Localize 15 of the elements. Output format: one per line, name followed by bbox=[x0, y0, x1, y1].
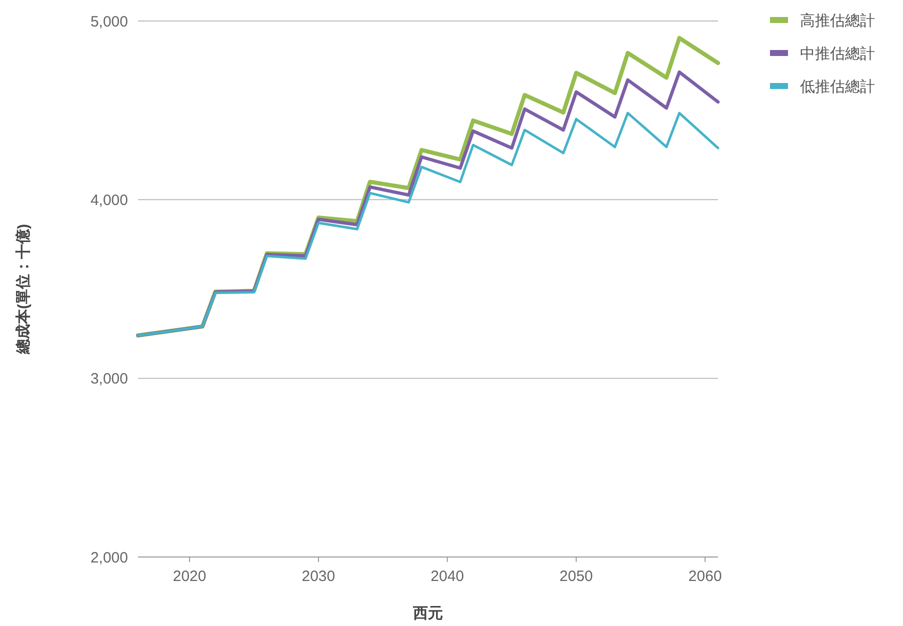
x-axis-title: 西元 bbox=[412, 605, 443, 622]
x-tick-label: 2020 bbox=[172, 568, 206, 585]
x-tick-label: 2040 bbox=[430, 568, 464, 585]
y-tick-label: 5,000 bbox=[90, 13, 128, 30]
line-series bbox=[136, 112, 720, 337]
x-tick-label: 2030 bbox=[302, 568, 336, 585]
legend-label: 高推估總計 bbox=[800, 12, 875, 30]
legend-label: 中推估總計 bbox=[800, 45, 875, 62]
y-axis-title: 總成本(單位：十億) bbox=[15, 224, 32, 355]
legend-label: 低推估總計 bbox=[800, 78, 875, 96]
x-tick-label: 2060 bbox=[688, 568, 722, 585]
y-tick-label: 4,000 bbox=[90, 192, 128, 209]
y-tick-label: 2,000 bbox=[90, 549, 128, 566]
x-tick-label: 2050 bbox=[560, 568, 593, 585]
y-tick-label: 3,000 bbox=[90, 370, 128, 388]
